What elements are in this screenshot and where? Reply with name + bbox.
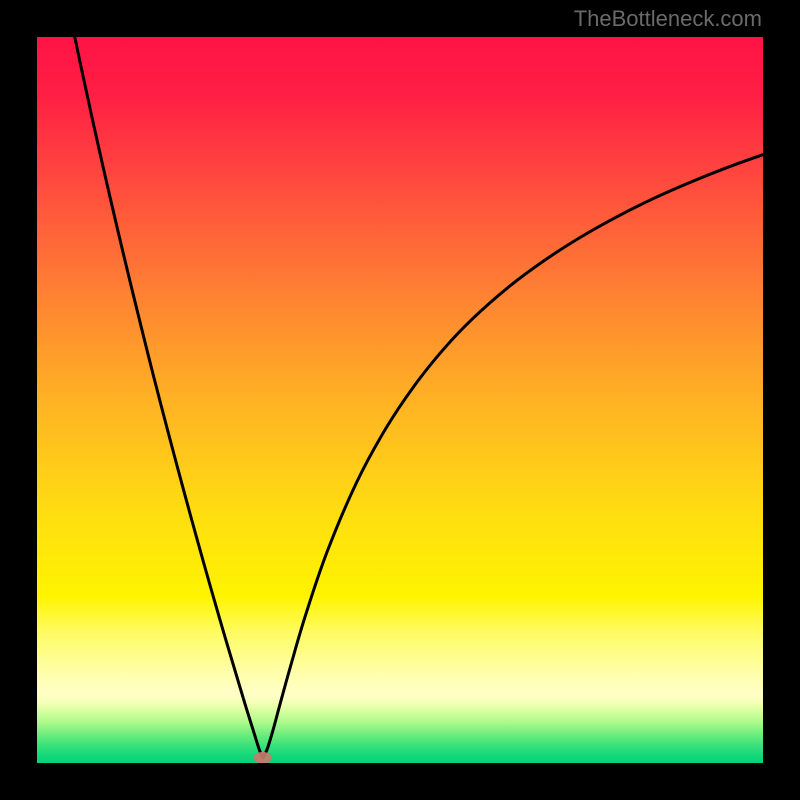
watermark-label: TheBottleneck.com (574, 6, 762, 32)
chart-frame: TheBottleneck.com (0, 0, 800, 800)
optimal-point-marker (254, 752, 272, 763)
bottleneck-curve (37, 37, 763, 763)
plot-area (37, 37, 763, 763)
